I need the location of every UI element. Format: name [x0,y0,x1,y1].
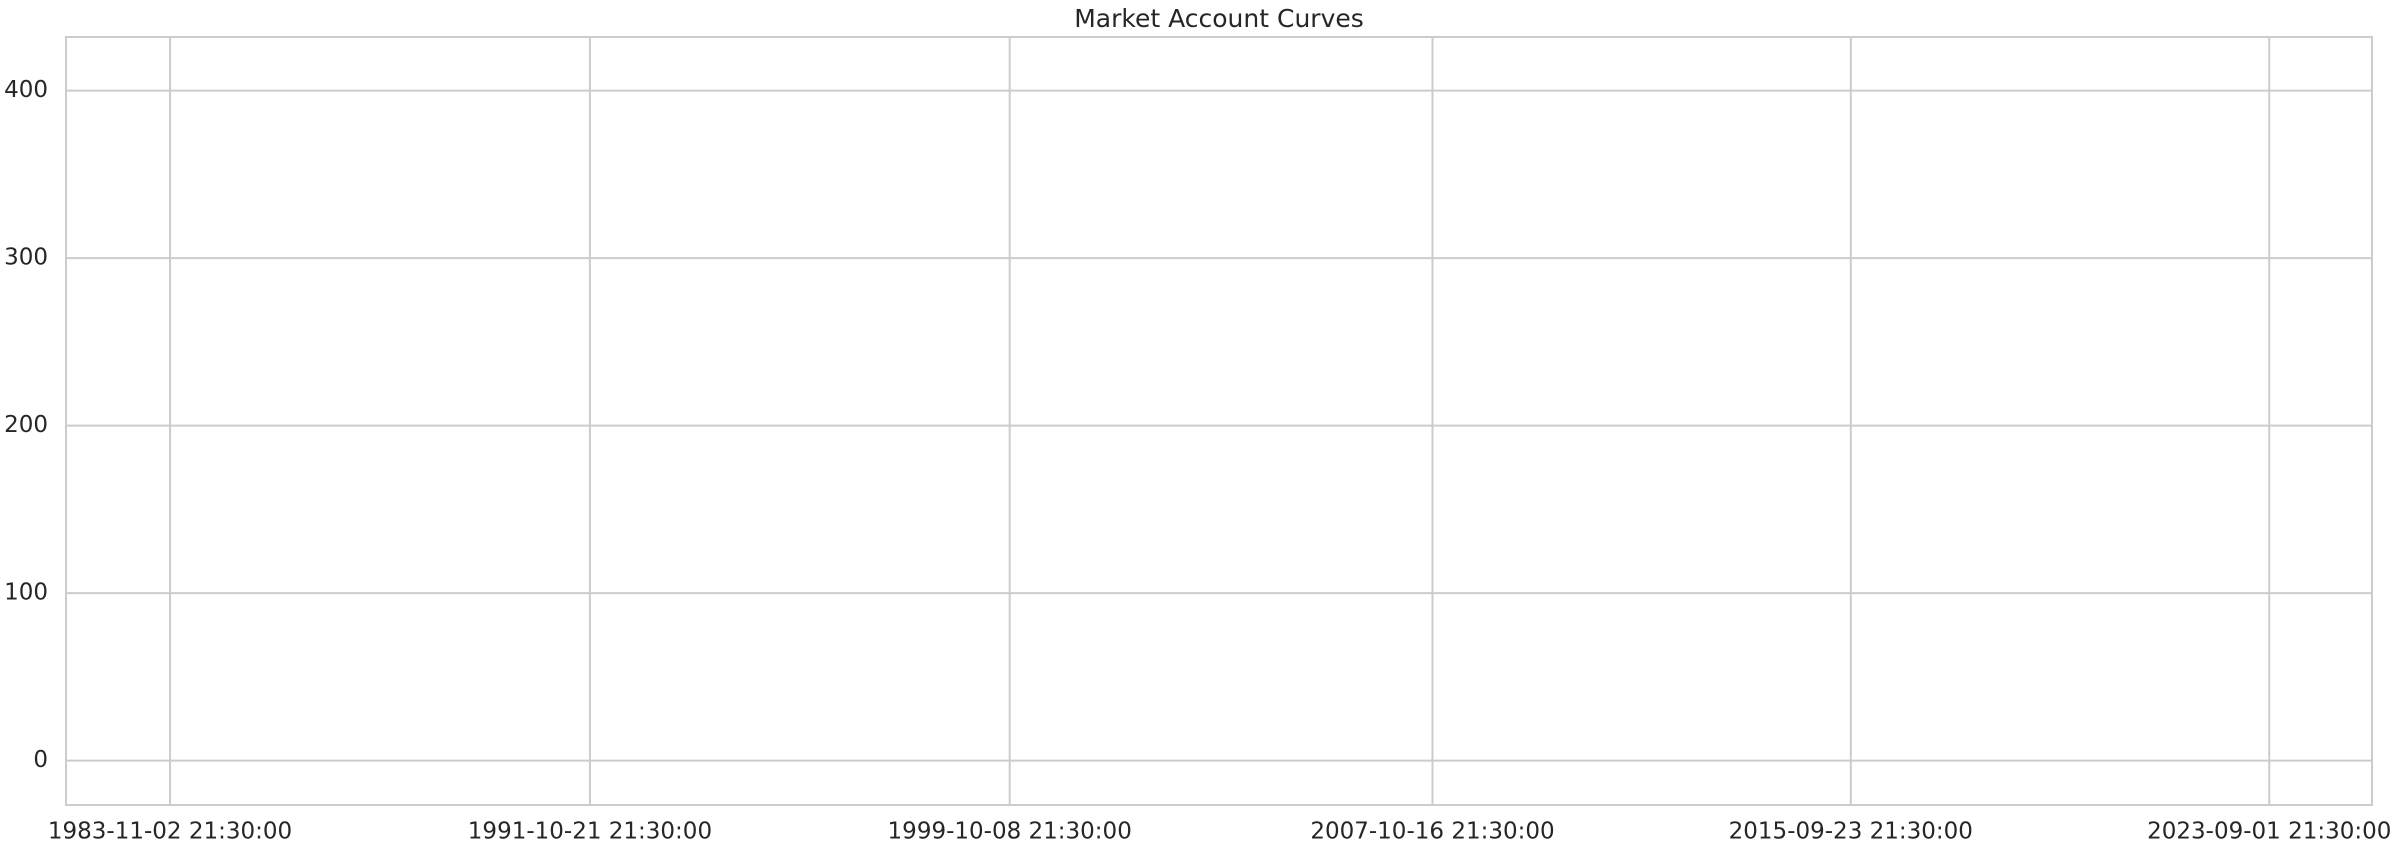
x-tick-label: 2015-09-23 21:30:00 [1729,819,1973,845]
plot-frame [65,36,2373,806]
y-tick-label: 0 [33,747,48,773]
x-tick-label: 2007-10-16 21:30:00 [1310,819,1554,845]
x-tick-label: 1999-10-08 21:30:00 [888,819,1132,845]
y-tick-label: 300 [4,245,48,271]
y-tick-label: 400 [4,77,48,103]
x-tick-label: 2023-09-01 21:30:00 [2147,819,2391,845]
y-tick-label: 100 [4,580,48,606]
x-tick-label: 1983-11-02 21:30:00 [48,819,292,845]
chart-title: Market Account Curves [1074,4,1364,33]
y-tick-label: 200 [4,412,48,438]
x-tick-label: 1991-10-21 21:30:00 [468,819,712,845]
